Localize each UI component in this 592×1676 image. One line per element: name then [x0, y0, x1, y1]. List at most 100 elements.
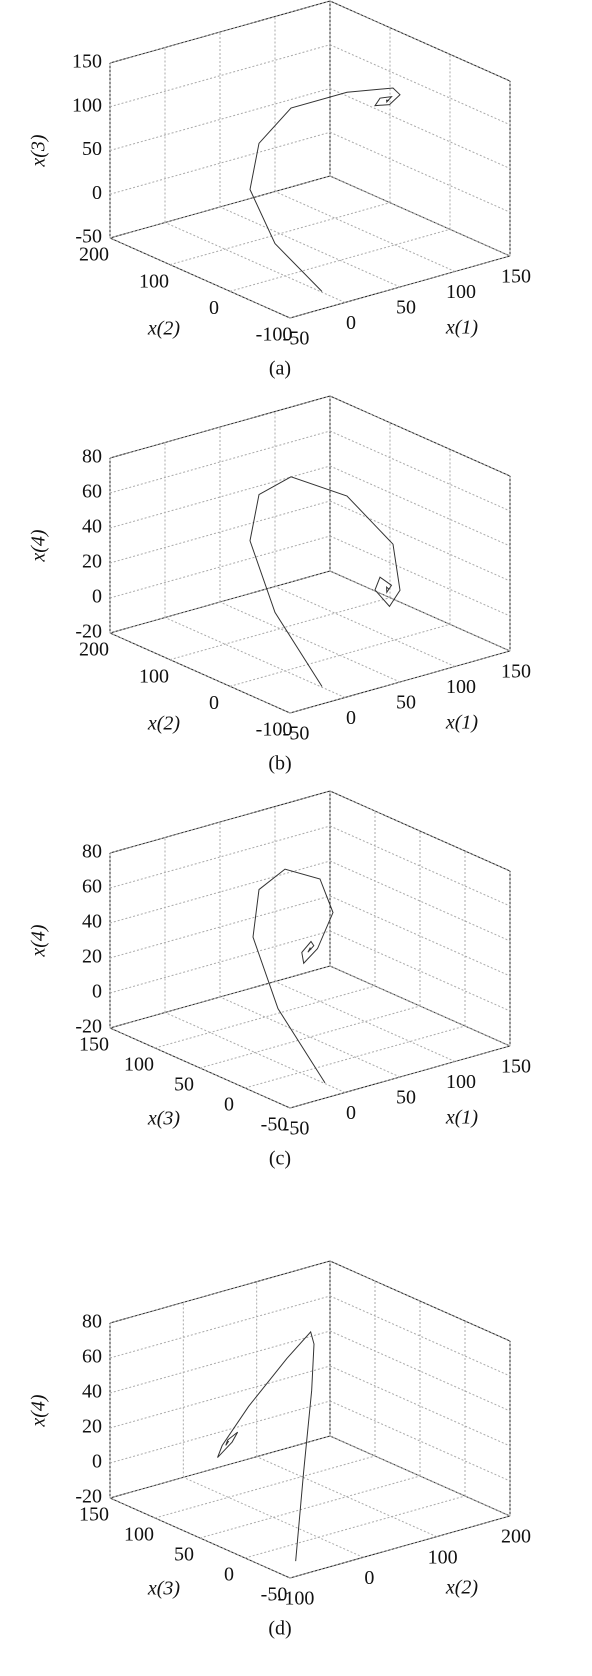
grid-line	[274, 981, 456, 1062]
y-tick-label: 0	[209, 692, 219, 714]
y-tick-label: 0	[209, 297, 219, 319]
trajectory	[252, 868, 334, 1084]
z-tick-label: -20	[75, 1016, 102, 1038]
grid-line	[329, 500, 511, 582]
z-tick-label: 60	[82, 876, 102, 898]
grid-line	[109, 1330, 331, 1394]
box-edge	[109, 790, 331, 854]
y-tick-label: 0	[224, 1094, 234, 1116]
x-tick-label: 200	[501, 1526, 531, 1548]
grid-line	[329, 430, 511, 512]
y-axis-label: x(3)	[147, 1578, 181, 1600]
trajectory	[249, 476, 401, 687]
y-axis-label: x(3)	[147, 1108, 181, 1130]
grid-line	[183, 1476, 364, 1558]
y-tick-label: 0	[224, 1564, 234, 1586]
box-edge	[109, 1435, 331, 1499]
grid-line	[329, 535, 511, 617]
trajectory	[249, 87, 401, 292]
x-tick-label: 150	[501, 266, 531, 288]
grid-line	[109, 1497, 291, 1579]
grid-line	[109, 1295, 331, 1359]
x-tick-label: 150	[501, 661, 531, 683]
box-edge	[109, 395, 331, 459]
z-tick-label: 100	[72, 94, 102, 116]
grid-line	[219, 996, 401, 1078]
z-tick-label: 80	[82, 446, 102, 468]
grid-line	[329, 175, 511, 257]
y-tick-label: -50	[261, 1114, 288, 1136]
x-axis-label: x(1)	[445, 1106, 479, 1128]
x-tick-label: 100	[446, 281, 476, 303]
z-tick-label: -20	[75, 1486, 102, 1508]
y-tick-label: -100	[256, 324, 293, 346]
grid-line	[329, 930, 511, 1012]
grid-line	[329, 860, 511, 942]
grid-line	[329, 0, 511, 82]
x-tick-label: 100	[446, 676, 476, 698]
grid-line	[109, 632, 291, 714]
x-tick-label: -50	[283, 1118, 310, 1140]
grid-line	[219, 206, 401, 288]
z-tick-label: 0	[92, 981, 102, 1003]
grid-line	[329, 131, 511, 213]
y-tick-label: 150	[79, 1034, 109, 1056]
grid-line	[329, 1365, 511, 1447]
z-tick-label: 0	[92, 586, 102, 608]
box-edge	[109, 0, 331, 64]
x-tick-label: 100	[428, 1546, 458, 1568]
z-axis-label: x(3)	[28, 134, 50, 168]
z-tick-label: -50	[75, 226, 102, 248]
grid-line	[164, 1012, 346, 1093]
grid-line	[329, 1260, 511, 1342]
x-tick-label: 150	[501, 1056, 531, 1078]
y-tick-label: -100	[256, 719, 293, 741]
grid-line	[109, 1027, 291, 1109]
x-tick-label: -50	[283, 723, 310, 745]
panel: -50 0 50 100 150 -100 0 100 200-20 0 20 40 60 80 x(1) x…	[28, 395, 531, 775]
grid-line	[109, 1400, 331, 1464]
z-tick-label: 0	[92, 182, 102, 204]
y-tick-label: 200	[79, 639, 109, 661]
caption: (a)	[269, 358, 291, 380]
caption: (c)	[269, 1148, 291, 1170]
y-tick-label: 100	[124, 1524, 154, 1546]
grid-line	[219, 601, 401, 683]
grid-line	[329, 965, 511, 1047]
grid-line	[154, 1455, 376, 1519]
grid-line	[329, 1295, 511, 1377]
y-tick-label: 100	[124, 1054, 154, 1076]
z-tick-label: 40	[82, 516, 102, 538]
z-tick-label: -20	[75, 621, 102, 643]
y-tick-label: 200	[79, 244, 109, 266]
z-tick-label: 20	[82, 1416, 102, 1438]
z-tick-label: 40	[82, 911, 102, 933]
grid-line	[329, 570, 511, 652]
panel: -50050100150-50050100150-20020406080x(1)…	[28, 790, 531, 1170]
y-tick-label: 150	[79, 1504, 109, 1526]
y-axis-label: x(2)	[147, 713, 181, 735]
x-tick-label: 0	[346, 707, 356, 729]
z-tick-label: 20	[82, 946, 102, 968]
grid-line	[329, 44, 511, 126]
z-tick-label: 50	[82, 138, 102, 160]
grid-line	[164, 222, 346, 303]
y-tick-label: 50	[174, 1544, 194, 1566]
z-tick-label: 150	[72, 51, 102, 73]
grid-line	[329, 88, 511, 169]
z-tick-label: 40	[82, 1381, 102, 1403]
grid-line	[329, 395, 511, 477]
z-tick-label: 80	[82, 841, 102, 863]
y-tick-label: 100	[139, 665, 169, 687]
z-tick-label: 60	[82, 1346, 102, 1368]
panel: -100 0 100 200 -50 0 50 100 150-20 0 20 40 60 80 x(2) x…	[28, 1260, 531, 1640]
grid-line	[109, 237, 291, 319]
x-axis-label: x(1)	[445, 316, 479, 338]
x-tick-label: 50	[396, 692, 416, 714]
grid-line	[164, 617, 346, 698]
grid-line	[199, 1475, 421, 1539]
x-axis-label: x(1)	[445, 711, 479, 733]
z-axis-label: x(4)	[28, 1394, 50, 1428]
